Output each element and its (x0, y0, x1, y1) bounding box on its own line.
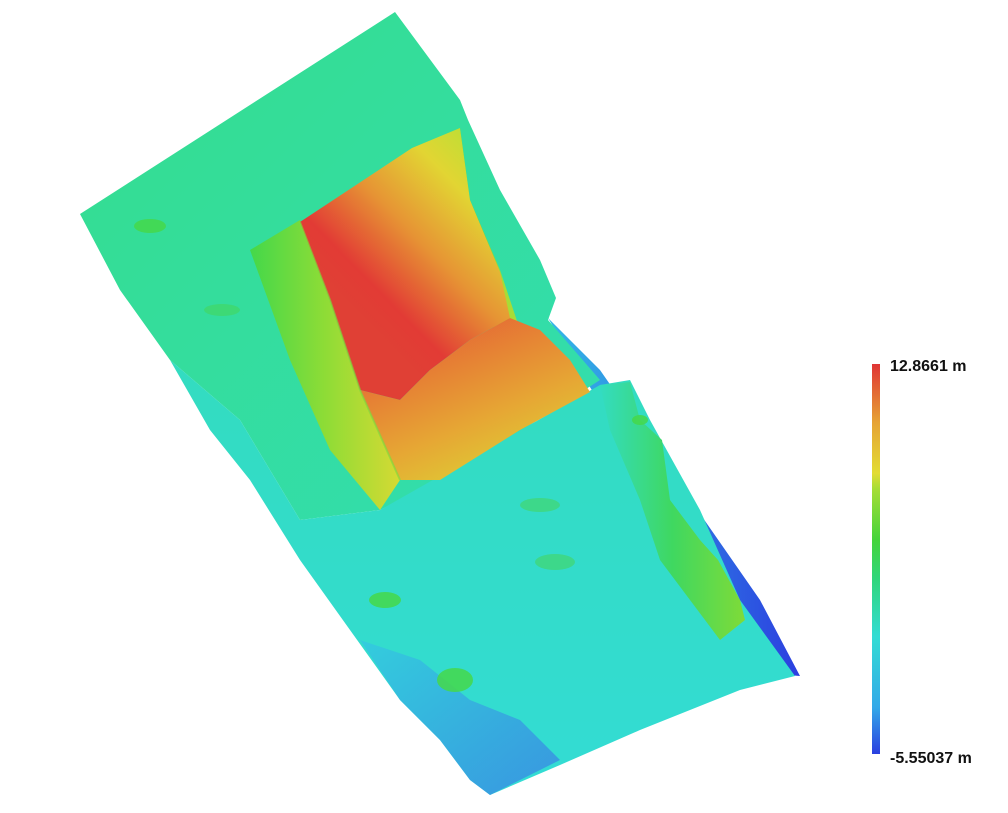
vegetation-patches (134, 219, 648, 692)
terrain-lower-left-depression (360, 640, 560, 795)
structure-wall-left (250, 220, 400, 510)
terrain-right-ridge (600, 382, 745, 640)
structure-edge (299, 221, 401, 481)
scale-min-label: -5.55037 m (890, 750, 972, 767)
elevation-color-scale (872, 364, 880, 754)
structure-roof-lower (360, 318, 590, 480)
scale-max-label: 12.8661 m (890, 358, 967, 375)
structure-roof (300, 128, 510, 400)
